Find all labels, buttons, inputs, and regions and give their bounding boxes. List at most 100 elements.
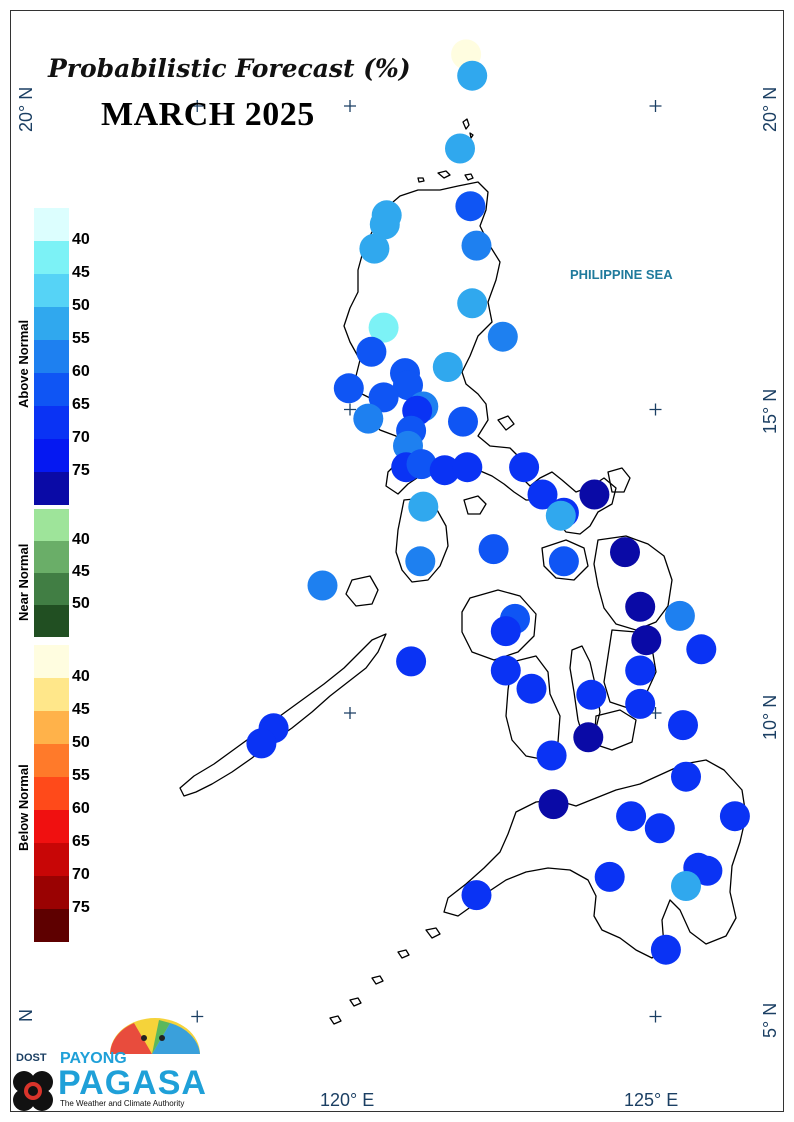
- legend-swatch: [34, 843, 69, 876]
- station-dot: [368, 382, 399, 413]
- graticule-cross: [649, 100, 662, 112]
- lat-label-right-5: 5° N: [760, 1002, 780, 1038]
- logo-agency: DOST: [16, 1052, 47, 1064]
- legend-swatch: [34, 274, 69, 307]
- logo-tagline: The Weather and Climate Authority: [60, 1099, 185, 1108]
- station-dot: [487, 321, 518, 352]
- graticule-cross: [344, 707, 356, 719]
- graticule-cross: [191, 100, 204, 112]
- station-dot: [625, 591, 656, 622]
- calamian-islands: [345, 575, 379, 607]
- legend-tick-label: 70: [72, 866, 90, 883]
- logo-brand-main: PAGASA: [58, 1064, 207, 1102]
- station-dot: [461, 880, 492, 911]
- station-dot: [455, 191, 486, 222]
- station-dot: [452, 452, 483, 483]
- graticule-cross: [344, 100, 356, 112]
- legend-tick-label: 55: [72, 330, 90, 347]
- station-dot: [445, 133, 475, 164]
- legend-swatch: [34, 605, 69, 637]
- station-dot: [576, 679, 607, 710]
- legend-swatch: [34, 241, 69, 274]
- station-dot: [692, 855, 723, 886]
- station-dot: [719, 801, 750, 832]
- station-dot: [461, 230, 492, 261]
- station-dot: [573, 722, 604, 753]
- lat-label-left-20: 20° N: [16, 86, 36, 132]
- graticule-cross: [191, 1010, 204, 1023]
- legend-swatch: [34, 541, 69, 573]
- lat-label-right-10: 10° N: [760, 694, 780, 740]
- catanduanes-island: [607, 467, 631, 493]
- legend-swatch: [34, 876, 69, 909]
- babuyan-islands: [417, 170, 474, 183]
- legend-tick-label: 70: [72, 429, 90, 446]
- legend-swatch: [34, 307, 69, 340]
- station-dot: [457, 60, 488, 91]
- station-dot: [509, 452, 540, 483]
- palawan-island: [179, 633, 387, 797]
- masbate-island: [541, 539, 589, 581]
- station-dot: [356, 336, 387, 367]
- legend-tick-label: 50: [72, 297, 90, 314]
- batanes-island: [462, 118, 474, 139]
- legend-swatch: [34, 509, 69, 541]
- legend-tick-label: 45: [72, 701, 90, 718]
- legend-swatch: [34, 573, 69, 605]
- legend-tick-label: 40: [72, 231, 90, 248]
- station-dot: [664, 600, 695, 631]
- graticule-cross: [649, 1010, 662, 1023]
- station-dot: [429, 455, 460, 486]
- station-dot: [594, 861, 625, 892]
- lon-label-120: 120° E: [320, 1090, 375, 1110]
- legend-tick-label: 45: [72, 563, 90, 580]
- chart-subtitle: MARCH 2025: [101, 96, 315, 133]
- legend-tick-label: 40: [72, 668, 90, 685]
- coastline: [179, 118, 747, 1025]
- station-dot: [405, 546, 436, 577]
- logo-brand-top: PAYONG: [60, 1050, 127, 1067]
- legend-swatch: [34, 909, 69, 942]
- station-dot: [671, 761, 701, 792]
- stations-layer: [246, 39, 750, 965]
- station-dot: [448, 406, 478, 437]
- station-dot: [457, 288, 488, 319]
- station-dot: [631, 625, 662, 656]
- samar-island: [593, 535, 673, 631]
- station-dot: [650, 934, 681, 965]
- lat-label-right-15: 15° N: [760, 388, 780, 434]
- station-dot: [625, 655, 656, 686]
- panay-island: [461, 589, 537, 661]
- station-dot: [579, 479, 610, 510]
- legend-swatch: [34, 645, 69, 678]
- legend-tick-label: 40: [72, 531, 90, 548]
- legend-swatch: [34, 744, 69, 777]
- station-dot: [668, 710, 698, 741]
- station-dot: [333, 373, 364, 404]
- station-dot: [490, 655, 521, 686]
- legend-tick-label: 60: [72, 800, 90, 817]
- legend-tick-label: 65: [72, 396, 90, 413]
- station-dot: [548, 546, 579, 577]
- sulu-archipelago: [329, 927, 441, 1025]
- station-dot: [359, 233, 390, 264]
- station-dot: [527, 479, 558, 510]
- legend-tick-label: 50: [72, 734, 90, 751]
- umbrella-icon: [110, 1018, 200, 1054]
- station-dot: [625, 688, 656, 719]
- legend-swatch: [34, 340, 69, 373]
- legend-tick-label: 65: [72, 833, 90, 850]
- legend-tick-label: 55: [72, 767, 90, 784]
- station-dot: [368, 312, 399, 343]
- map-frame: [10, 10, 784, 1112]
- station-dot: [246, 728, 277, 759]
- station-dot: [406, 449, 437, 480]
- pagasa-logo: [13, 1018, 200, 1111]
- legend-swatch: [34, 406, 69, 439]
- legend-swatch: [34, 711, 69, 744]
- lat-label-right-20: 20° N: [760, 86, 780, 132]
- legend-swatch: [34, 208, 69, 241]
- legend-swatch: [34, 439, 69, 472]
- station-dot: [369, 209, 400, 240]
- station-dot: [490, 616, 521, 647]
